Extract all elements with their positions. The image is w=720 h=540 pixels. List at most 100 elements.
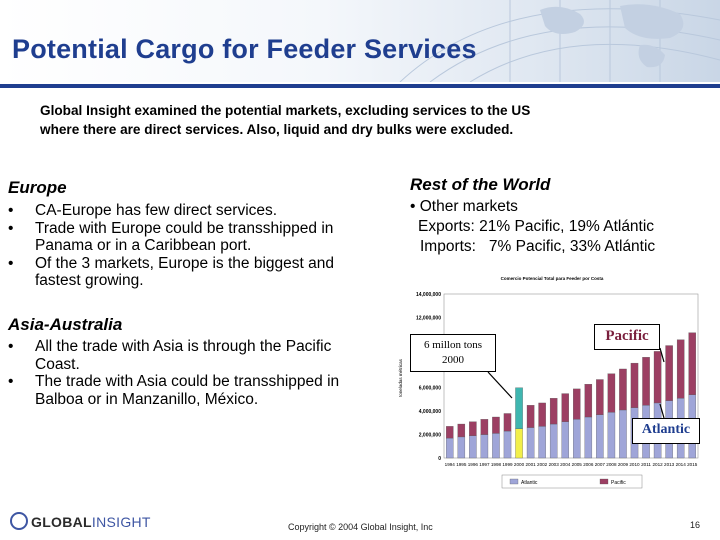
x-tick-label: 2000: [514, 462, 525, 467]
legend-swatch-pacific: [599, 478, 609, 485]
x-tick-label: 2010: [629, 462, 640, 467]
bar-pacific-2008: [607, 373, 616, 413]
page-title: Potential Cargo for Feeder Services: [12, 34, 477, 64]
logo-icon: [10, 512, 28, 530]
bullet-glyph: •: [8, 219, 14, 237]
list-item-text: Trade with Europe could be transshipped …: [35, 219, 334, 237]
list-item-text: The trade with Asia could be transshippe…: [35, 373, 340, 390]
list-item-text: Balboa or in Manzanillo, México.: [35, 390, 259, 408]
bar-pacific-2002: [538, 402, 546, 427]
y-tick-label: 0: [438, 456, 441, 462]
x-tick-label: 2001: [525, 462, 536, 467]
bar-pacific-1998: [492, 416, 500, 434]
list-item: • Trade with Europe could be transshippe…: [8, 220, 388, 255]
list-item-text: Coast.: [35, 355, 80, 373]
world-map-graphic: [399, 0, 720, 82]
x-tick-label: 2004: [560, 462, 571, 467]
bar-pacific-1996: [469, 421, 477, 436]
bar-pacific-2010: [630, 362, 639, 408]
list-item-text: fastest growing.: [35, 272, 144, 289]
list-item: • The trade with Asia could be transship…: [8, 373, 388, 408]
pointer-line: [659, 403, 665, 419]
x-tick-label: 1997: [479, 462, 490, 467]
y-tick-label: 2,000,000: [419, 433, 441, 439]
x-tick-label: 2008: [606, 462, 617, 467]
x-tick-label: 2013: [664, 462, 675, 467]
rest-of-world-line: • Other markets: [410, 198, 518, 215]
bar-pacific-2014: [676, 339, 685, 399]
list-item-text: All the trade with Asia is through the P…: [35, 338, 332, 355]
x-tick-label: 2011: [641, 462, 651, 467]
legend-label: Atlantic: [521, 480, 538, 486]
x-tick-label: 2014: [676, 462, 687, 467]
callout-text: 6 millon tons: [423, 339, 483, 351]
bar-pacific-2012: [653, 351, 662, 404]
bar-pacific-2005: [573, 388, 581, 420]
list-item-text: CA-Europe has few direct services.: [35, 202, 278, 219]
bar-pacific-2007: [596, 379, 604, 415]
asia-heading: Asia-Australia: [8, 315, 123, 334]
intro-text: Global Insight examined the potential ma…: [40, 101, 680, 139]
y-axis-label: toneladas métricas: [398, 358, 403, 397]
six-million-callout: 6 millon tons 2000: [410, 334, 496, 372]
list-item-text: Panama or in a Caribbean port.: [35, 237, 252, 254]
page-number: 16: [690, 520, 701, 530]
logo-text-light: INSIGHT: [91, 514, 151, 530]
legend-swatch-atlantic: [509, 478, 519, 485]
europe-heading: Europe: [8, 178, 67, 197]
y-tick-label: 14,000,000: [416, 292, 441, 298]
x-tick-label: 2015: [687, 462, 698, 467]
bar-pacific-1995: [457, 423, 466, 438]
legend-label: Pacific: [611, 480, 626, 486]
atlantic-callout: Atlantic: [632, 418, 700, 444]
list-item-text: Of the 3 markets, Europe is the biggest …: [35, 254, 334, 272]
x-tick-label: 1999: [502, 462, 513, 467]
pointer-line: [487, 371, 513, 399]
x-tick-label: 1995: [456, 462, 467, 467]
x-tick-label: 2003: [549, 462, 560, 467]
rest-of-world-heading: Rest of the World: [410, 175, 551, 194]
bar-pacific-1999: [503, 413, 512, 432]
list-item: • All the trade with Asia is through the…: [8, 338, 388, 373]
callout-text: 2000: [442, 354, 464, 366]
x-tick-label: 2009: [618, 462, 629, 467]
bar-pacific-1994: [446, 426, 454, 439]
pacific-callout: Pacific: [594, 324, 660, 350]
bar-pacific-2000: [515, 387, 523, 429]
copyright-text: Copyright © 2004 Global Insight, Inc: [288, 522, 433, 532]
x-tick-label: 1994: [445, 462, 456, 467]
x-tick-label: 2012: [652, 462, 663, 467]
intro-line: where there are direct services. Also, l…: [40, 122, 514, 137]
list-item: • CA-Europe has few direct services.: [8, 202, 388, 220]
bar-pacific-2001: [526, 405, 535, 428]
header-background: [0, 0, 720, 82]
bar-pacific-2011: [642, 357, 650, 406]
list-item: • Of the 3 markets, Europe is the bigges…: [8, 255, 388, 290]
bar-pacific-2009: [619, 368, 627, 411]
x-tick-label: 1998: [491, 462, 502, 467]
bar-pacific-2015: [688, 332, 696, 395]
x-tick-label: 2006: [583, 462, 594, 467]
x-tick-label: 2007: [595, 462, 606, 467]
rest-of-world-line: Exports: 21% Pacific, 19% Atlántic: [418, 218, 655, 235]
asia-bullet-list: • All the trade with Asia is through the…: [8, 338, 388, 408]
pointer-line: [659, 347, 665, 363]
bar-pacific-2003: [549, 398, 558, 425]
bar-pacific-1997: [480, 419, 489, 435]
x-tick-label: 1996: [468, 462, 479, 467]
bar-pacific-2013: [665, 345, 673, 401]
logo-text-bold: GLOBAL: [31, 514, 92, 530]
bullet-glyph: •: [8, 202, 14, 219]
legend-box: [501, 474, 643, 489]
x-tick-label: 2002: [537, 462, 548, 467]
bullet-glyph: •: [8, 254, 14, 272]
title-divider: [0, 84, 720, 88]
global-insight-logo: GLOBALINSIGHT: [10, 512, 151, 530]
rest-of-world-line: Imports: 7% Pacific, 33% Atlántic: [420, 238, 656, 255]
y-tick-label: 4,000,000: [419, 409, 441, 415]
bullet-glyph: •: [8, 373, 14, 390]
x-tick-label: 2005: [572, 462, 583, 467]
y-tick-label: 6,000,000: [419, 386, 441, 392]
chart-title: Comercio Potencial Total para Feeder por…: [501, 276, 604, 281]
